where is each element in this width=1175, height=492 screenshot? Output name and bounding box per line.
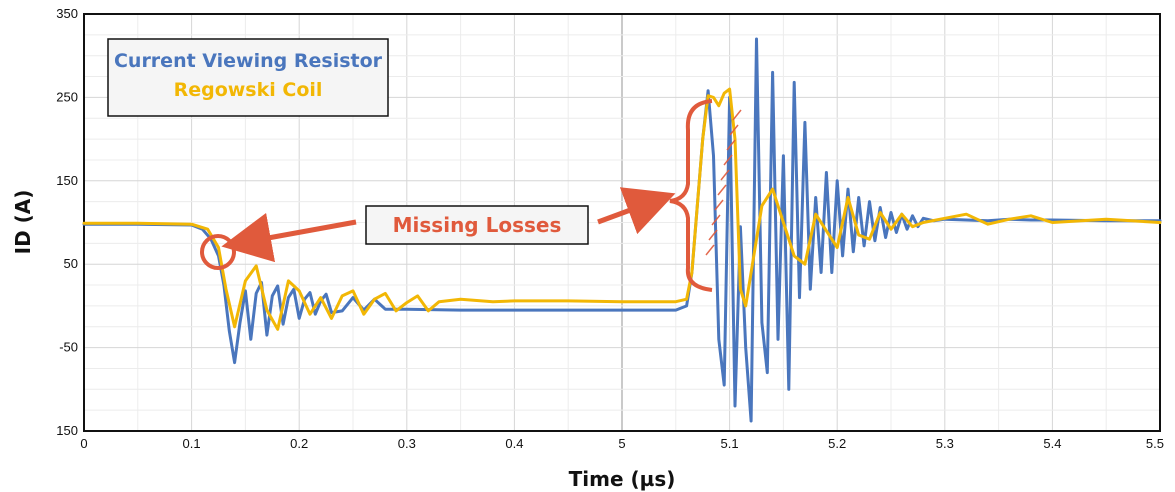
x-tick-label: 0.1 xyxy=(183,436,201,451)
annotation-text: Missing Losses xyxy=(393,213,562,237)
y-tick-label: 150 xyxy=(56,423,78,438)
x-tick-label: 5.5 xyxy=(1146,436,1164,451)
x-tick-label: 5.3 xyxy=(936,436,954,451)
annotation-circle xyxy=(200,234,236,270)
x-tick-label: 0.4 xyxy=(505,436,523,451)
y-tick-labels: 350 250 150 50 -50 150 xyxy=(56,6,78,438)
x-axis-title: Time (µs) xyxy=(569,467,676,491)
x-tick-label: 5.4 xyxy=(1043,436,1061,451)
y-tick-label: 350 xyxy=(56,6,78,21)
annotation-brace xyxy=(669,99,713,292)
legend-entry-current-viewing-resistor: Current Viewing Resistor xyxy=(114,50,383,72)
x-tick-label: 0.3 xyxy=(398,436,416,451)
y-tick-label: 50 xyxy=(64,256,78,271)
y-tick-label: -50 xyxy=(59,340,78,355)
x-tick-label: 0 xyxy=(80,436,87,451)
x-tick-label: 5.2 xyxy=(828,436,846,451)
legend-entry-regowski-coil: Regowski Coil xyxy=(174,79,323,101)
series-line-regowski-coil xyxy=(82,87,1162,331)
annotation-hatch xyxy=(705,109,742,256)
y-axis-title: ID (A) xyxy=(11,190,35,255)
x-tick-label: 5 xyxy=(618,436,625,451)
y-tick-label: 150 xyxy=(56,173,78,188)
x-tick-label: 5.1 xyxy=(721,436,739,451)
series-line-current-viewing-resistor xyxy=(82,37,1162,423)
series-layer xyxy=(82,37,1162,423)
y-tick-label: 250 xyxy=(56,89,78,104)
x-tick-label: 0.2 xyxy=(290,436,308,451)
annotation-arrow-right xyxy=(597,187,676,235)
legend-box xyxy=(107,38,389,117)
annotation-arrow-left xyxy=(221,212,357,263)
annotation-box xyxy=(365,205,589,245)
x-tick-labels: 0 0.1 0.2 0.3 0.4 5 5.1 5.2 5.3 5.4 5.5 xyxy=(80,436,1164,451)
